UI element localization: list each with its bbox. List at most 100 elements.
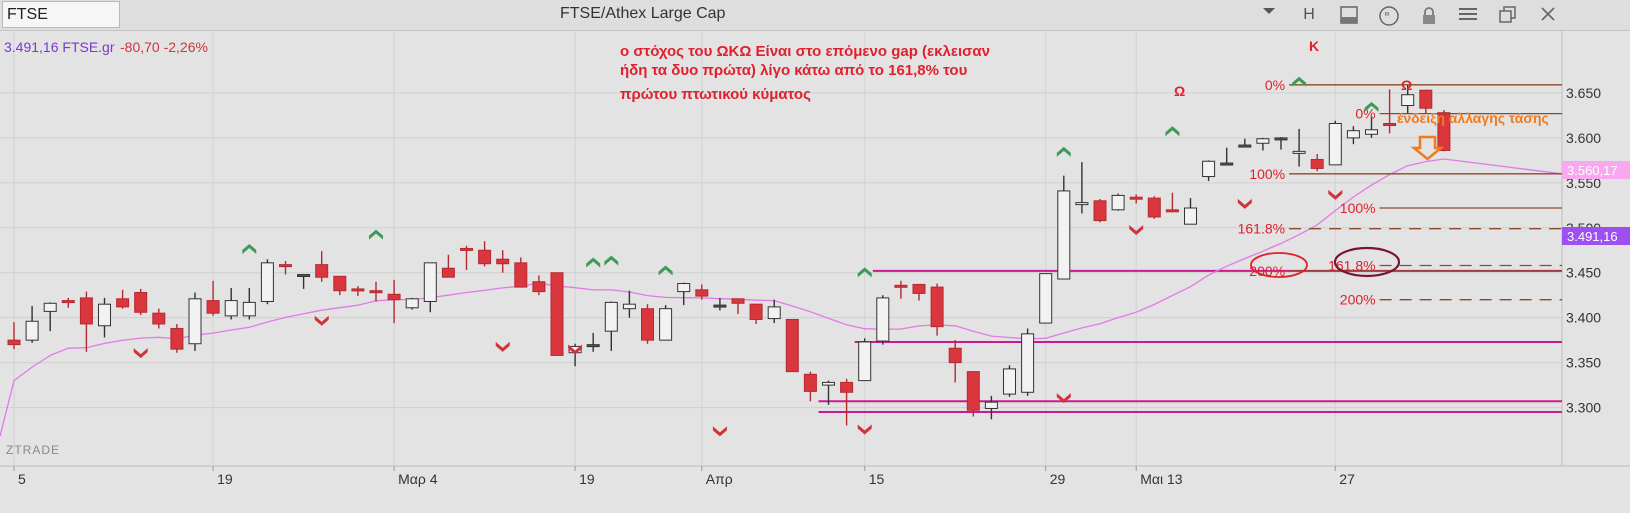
layout-icon[interactable] <box>1337 4 1361 26</box>
candle-body <box>1220 162 1234 166</box>
up-arrow-icon <box>604 255 619 266</box>
omega-left-label: Ω <box>1174 83 1185 99</box>
candle-body <box>116 298 130 308</box>
candle-body <box>948 347 962 364</box>
candle-body <box>677 283 691 293</box>
candle-body <box>188 298 202 345</box>
down-arrow-icon <box>712 426 727 437</box>
candle-body <box>876 297 890 342</box>
support-lines[interactable] <box>818 269 1563 414</box>
x-tick-label: 15 <box>869 471 885 487</box>
candle-body <box>279 264 292 268</box>
down-arrow-icon <box>1328 189 1343 200</box>
candles <box>7 84 1451 426</box>
analysis-note: ο στόχος του ΩΚΩ Είναι στο επόμενο gap (… <box>620 43 990 103</box>
candle-body <box>1202 160 1216 178</box>
kappa-label: Κ <box>1309 38 1319 54</box>
candle-body <box>25 320 39 341</box>
fib-label: 200% <box>1249 263 1285 279</box>
candle-body <box>478 249 492 265</box>
candle-body <box>7 339 21 346</box>
candle-body <box>206 300 220 314</box>
note-line-3: πρώτου πτωτικού κύματος <box>620 86 811 103</box>
svg-text:": " <box>1384 11 1390 26</box>
candle-body <box>242 301 256 317</box>
candle-body <box>1310 158 1324 169</box>
candle-body <box>1057 190 1071 280</box>
down-arrow-icon <box>133 348 148 359</box>
candle-body <box>586 344 600 348</box>
title-bar: FTSE FTSE/Athex Large Cap H " <box>0 0 1630 31</box>
candle-body <box>260 262 274 302</box>
candle-body <box>1093 200 1107 222</box>
up-arrow-icon <box>1165 126 1180 137</box>
candle-body <box>61 300 75 304</box>
y-tick-label: 3.350 <box>1566 355 1601 371</box>
watermark: ZTRADE <box>6 443 60 457</box>
candle-body <box>1003 368 1016 395</box>
x-tick-label: 5 <box>18 471 26 487</box>
moving-average-line <box>0 158 1563 437</box>
candle-body <box>79 297 93 325</box>
fib-label: 200% <box>1340 292 1376 308</box>
instrument-label: 3.491,16 FTSE.gr <box>4 39 115 55</box>
last-price-label: 3.491,16 <box>1567 229 1618 244</box>
gridlines <box>0 30 1563 466</box>
quote-icon[interactable]: " <box>1377 4 1401 26</box>
down-arrow-icon <box>314 315 329 326</box>
x-tick-label: 19 <box>579 471 595 487</box>
candle-body <box>532 281 546 293</box>
candle-body <box>713 304 727 308</box>
x-tick-label: Μαρ 4 <box>398 471 438 487</box>
candle-body <box>98 303 111 327</box>
candle-body <box>1256 138 1270 144</box>
candle-body <box>1346 130 1360 139</box>
chevron-down-icon[interactable] <box>1257 4 1281 26</box>
h-button[interactable]: H <box>1303 6 1315 23</box>
x-axis: 5 19 Μαρ 4 19 Απρ 15 29 Μαι 13 27 <box>0 465 1630 487</box>
candle-body <box>1129 196 1143 200</box>
ma-price-label: 3.560,17 <box>1567 163 1618 178</box>
candle-body <box>1365 129 1378 135</box>
note-line-2: ήδη τα δυο πρώτα) λίγο κάτω από το 161,8… <box>620 62 968 79</box>
fib-label: 0% <box>1355 106 1375 122</box>
menu-icon[interactable] <box>1456 4 1480 26</box>
candle-body <box>840 381 854 393</box>
candle-body <box>912 283 926 294</box>
candle-body <box>1184 207 1197 225</box>
candle-body <box>496 258 510 265</box>
y-tick-label: 3.400 <box>1566 310 1601 326</box>
up-arrow-icon <box>857 267 872 278</box>
candle-body <box>604 301 618 332</box>
x-tick-label: Απρ <box>706 471 733 487</box>
up-arrow-icon <box>658 265 673 276</box>
symbol-input[interactable]: FTSE <box>2 1 120 28</box>
candle-body <box>369 290 383 294</box>
candle-body <box>1274 137 1288 141</box>
fib-label: 100% <box>1249 166 1285 182</box>
candle-body <box>152 312 166 325</box>
x-tick-label: 29 <box>1050 471 1066 487</box>
candle-body <box>423 262 437 302</box>
up-arrow-icon <box>1364 101 1379 112</box>
candle-body <box>803 373 817 392</box>
candle-body <box>767 306 781 320</box>
candle-body <box>550 272 564 356</box>
candle-body <box>1039 273 1053 324</box>
candle-body <box>441 267 455 278</box>
restore-icon[interactable] <box>1496 4 1520 26</box>
candle-body <box>1021 333 1035 393</box>
up-arrow-icon <box>369 229 383 240</box>
lock-icon[interactable] <box>1417 4 1441 26</box>
candle-body <box>1165 209 1179 213</box>
candle-body <box>1292 150 1306 154</box>
down-arrow-marker <box>1410 135 1445 161</box>
close-icon[interactable] <box>1536 4 1560 26</box>
candlestick-chart[interactable]: 3.3003.3503.4003.4503.5003.5503.6003.650… <box>0 30 1630 513</box>
fib-label: 161.8% <box>1238 221 1285 237</box>
up-arrow-icon <box>1056 146 1071 157</box>
down-arrow-icon <box>495 341 510 352</box>
fibonacci-levels[interactable]: 0%100%161.8%200%0%100%161.8%200% <box>1238 77 1562 308</box>
candle-body <box>43 302 57 312</box>
